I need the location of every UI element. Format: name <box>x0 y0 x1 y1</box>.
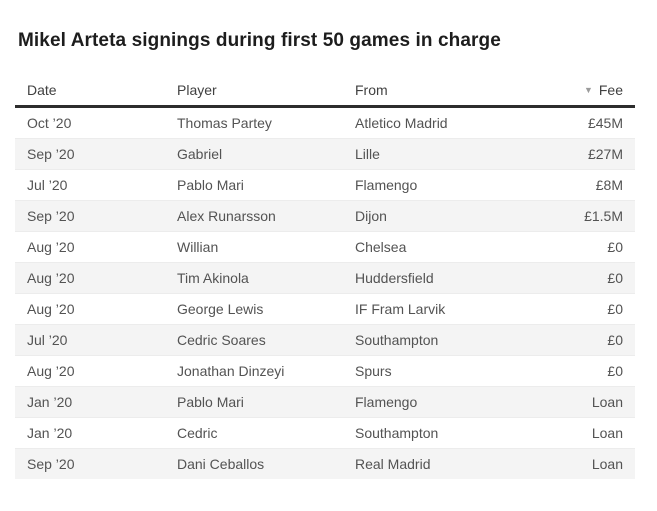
table-row: Jul ’20 Cedric Soares Southampton £0 <box>15 324 635 356</box>
cell-date: Jul ’20 <box>15 169 165 201</box>
cell-date: Aug ’20 <box>15 355 165 387</box>
table-row: Oct ’20 Thomas Partey Atletico Madrid £45M <box>15 106 635 139</box>
page-title: Mikel Arteta signings during first 50 ga… <box>18 30 501 51</box>
cell-date: Sep ’20 <box>27 456 75 472</box>
cell-from: Southampton <box>343 417 535 449</box>
table-row: Sep ’20 Alex Runarsson Dijon £1.5M <box>15 200 635 232</box>
cell-from: Flamengo <box>343 169 535 201</box>
cell-from: Real Madrid <box>355 456 431 472</box>
cell-player: George Lewis <box>165 293 343 325</box>
table-row: Aug ’20 George Lewis IF Fram Larvik £0 <box>15 293 635 325</box>
table-row: Sep ’20 Gabriel Lille £27M <box>15 138 635 170</box>
cell-player: Tim Akinola <box>165 262 343 294</box>
column-header-fee[interactable]: ▼ Fee <box>535 75 635 108</box>
cell-fee: £8M <box>535 169 635 201</box>
cell-player: Gabriel <box>165 138 343 170</box>
column-header-fee-label: Fee <box>598 82 623 98</box>
cell-from: Huddersfield <box>343 262 535 294</box>
column-header-date[interactable]: Date <box>15 75 165 108</box>
cell-fee: £45M <box>535 106 635 139</box>
cell-date: Aug ’20 <box>15 231 165 263</box>
cell-from: Chelsea <box>343 231 535 263</box>
header-row: Date Player From ▼ Fee <box>15 75 635 108</box>
table-row: Jul ’20 Pablo Mari Flamengo £8M <box>15 169 635 201</box>
table-header: Date Player From ▼ Fee <box>15 75 635 108</box>
cell-fee: £0 <box>535 324 635 356</box>
cell-date: Aug ’20 <box>15 262 165 294</box>
cell-player: Willian <box>165 231 343 263</box>
cell-from: Lille <box>343 138 535 170</box>
table-row: Aug ’20 Tim Akinola Huddersfield £0 <box>15 262 635 294</box>
cell-player: Pablo Mari <box>165 169 343 201</box>
cell-date: Oct ’20 <box>15 106 165 139</box>
cell-from: Flamengo <box>343 386 535 418</box>
cell-fee: Loan <box>591 456 623 472</box>
cell-player: Dani Ceballos <box>177 456 265 472</box>
cell-date: Sep ’20 <box>15 200 165 232</box>
cell-fee: £0 <box>535 231 635 263</box>
cell-fee: £27M <box>535 138 635 170</box>
table-row: Sep ’20 Dani Ceballos Real Madrid Loan <box>15 448 635 479</box>
signings-table: Date Player From ▼ Fee Oct ’20 Thomas Part… <box>15 75 635 479</box>
column-header-from[interactable]: From <box>343 75 535 108</box>
cell-date: Jan ’20 <box>15 417 165 449</box>
cell-player: Cedric <box>165 417 343 449</box>
cell-from: IF Fram Larvik <box>343 293 535 325</box>
cell-player: Pablo Mari <box>165 386 343 418</box>
cell-from: Spurs <box>343 355 535 387</box>
cell-date: Jul ’20 <box>15 324 165 356</box>
cell-player: Thomas Partey <box>165 106 343 139</box>
cell-fee: Loan <box>535 386 635 418</box>
cell-fee: Loan <box>535 417 635 449</box>
cell-from: Dijon <box>343 200 535 232</box>
cell-player: Jonathan Dinzeyi <box>165 355 343 387</box>
column-header-player-label: Player <box>177 82 217 98</box>
cell-fee: £0 <box>535 262 635 294</box>
table-body: Oct ’20 Thomas Partey Atletico Madrid £45M S… <box>15 106 635 479</box>
table-row: Jan ’20 Cedric Southampton Loan <box>15 417 635 449</box>
column-header-from-label: From <box>355 82 388 98</box>
cell-player: Alex Runarsson <box>165 200 343 232</box>
cell-date: Jan ’20 <box>15 386 165 418</box>
table-row: Aug ’20 Willian Chelsea £0 <box>15 231 635 263</box>
column-header-player[interactable]: Player <box>165 75 343 108</box>
cell-from: Atletico Madrid <box>343 106 535 139</box>
cell-fee: £1.5M <box>535 200 635 232</box>
cell-player: Cedric Soares <box>165 324 343 356</box>
cell-from: Southampton <box>343 324 535 356</box>
cell-date: Aug ’20 <box>15 293 165 325</box>
cell-date: Sep ’20 <box>15 138 165 170</box>
cell-fee: £0 <box>535 355 635 387</box>
table-row: Aug ’20 Jonathan Dinzeyi Spurs £0 <box>15 355 635 387</box>
cell-fee: £0 <box>535 293 635 325</box>
page: Mikel Arteta signings during first 50 ga… <box>0 27 657 479</box>
table-row: Jan ’20 Pablo Mari Flamengo Loan <box>15 386 635 418</box>
sort-descending-icon: ▼ <box>583 85 593 95</box>
column-header-date-label: Date <box>27 82 57 98</box>
